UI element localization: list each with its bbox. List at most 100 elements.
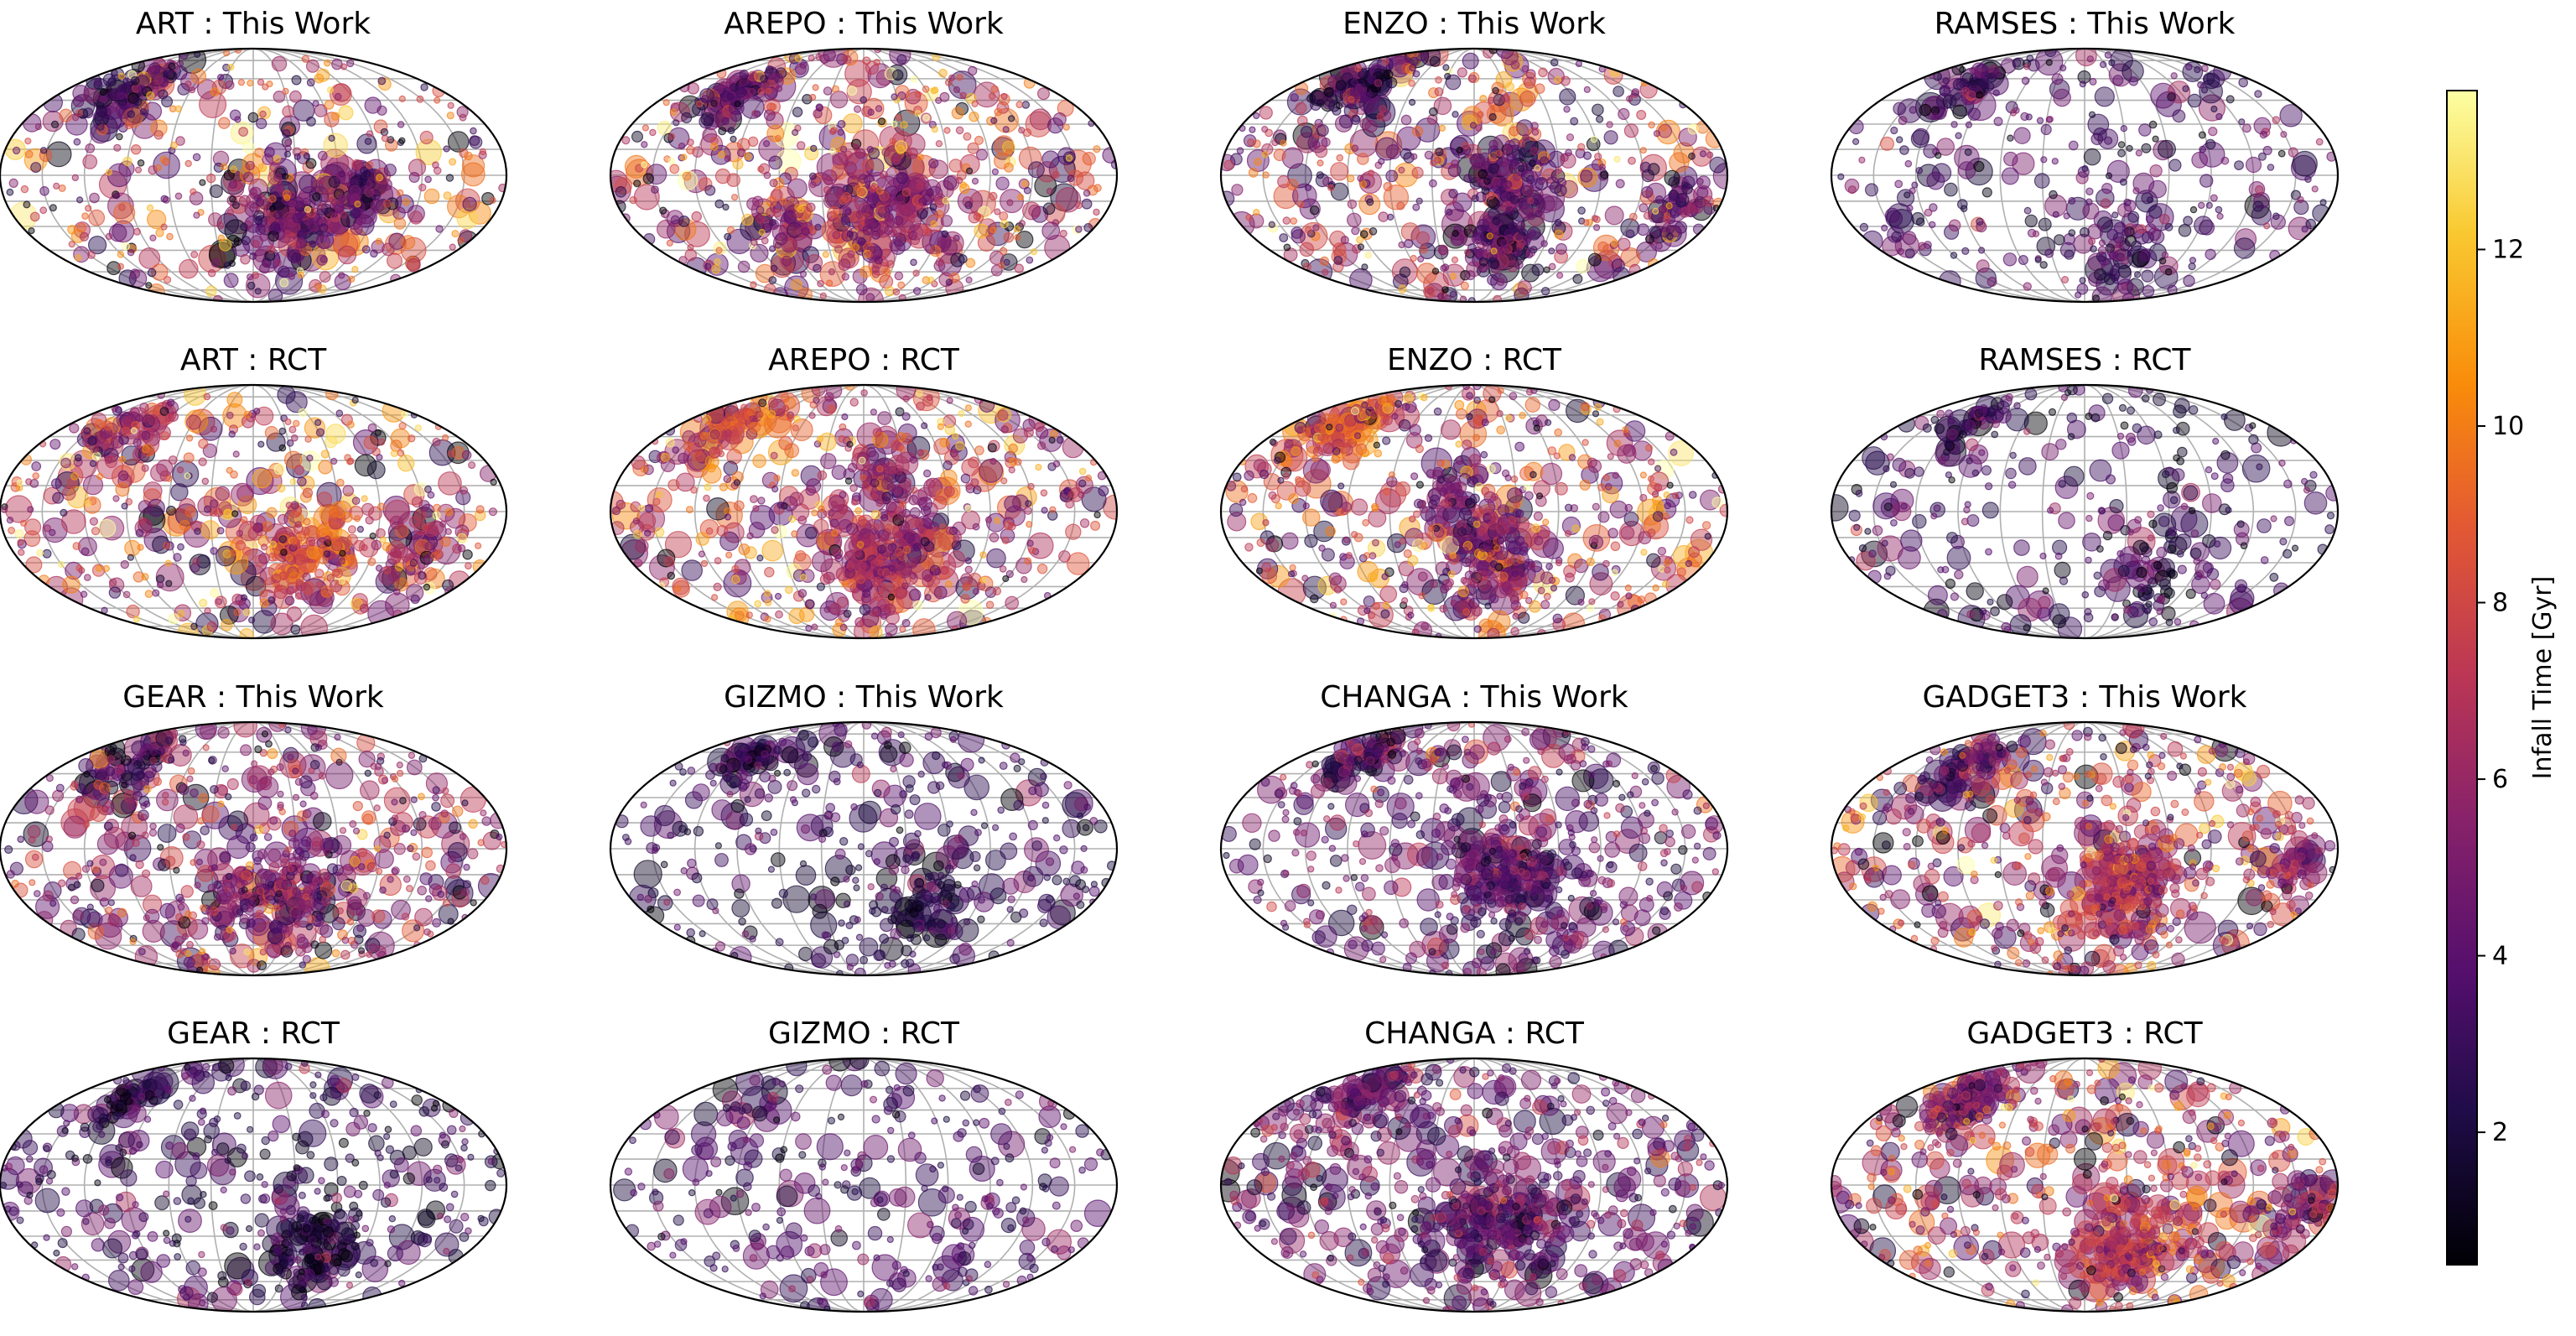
data-point <box>687 244 694 252</box>
data-point <box>965 167 974 174</box>
data-point <box>446 195 471 219</box>
data-point <box>1358 68 1369 80</box>
data-point <box>2105 243 2115 253</box>
data-point <box>315 428 325 437</box>
data-point <box>135 414 143 423</box>
data-point <box>879 170 889 179</box>
data-point <box>635 538 649 554</box>
data-point <box>828 268 836 276</box>
data-point <box>678 452 689 465</box>
data-point <box>1646 553 1661 569</box>
data-point <box>462 549 473 560</box>
data-point <box>992 586 1002 596</box>
data-point <box>418 539 425 548</box>
data-point <box>1433 96 1452 116</box>
data-point <box>893 216 904 226</box>
data-point <box>1478 257 1488 267</box>
data-point <box>909 507 921 518</box>
data-point <box>217 234 226 242</box>
data-point <box>1025 111 1052 138</box>
data-point <box>2139 249 2152 262</box>
data-point <box>2040 123 2052 136</box>
data-point <box>2012 58 2022 68</box>
data-point <box>470 127 477 135</box>
data-point <box>1483 177 1491 185</box>
data-point <box>16 479 23 486</box>
data-point <box>734 100 741 108</box>
data-point <box>1526 174 1535 185</box>
data-point <box>225 518 252 545</box>
data-point <box>1036 441 1046 450</box>
data-point <box>667 479 680 491</box>
data-point <box>1957 161 1976 179</box>
data-point <box>1017 194 1025 201</box>
data-point <box>929 203 937 211</box>
data-point <box>1701 521 1711 530</box>
data-point <box>43 486 61 505</box>
data-point <box>1377 395 1388 405</box>
data-point <box>1223 159 1234 170</box>
data-point <box>1343 439 1352 448</box>
data-point <box>1292 122 1320 150</box>
data-point <box>418 570 427 580</box>
data-point <box>823 193 839 210</box>
data-point <box>1322 268 1329 276</box>
data-point <box>846 579 857 589</box>
data-point <box>794 204 802 211</box>
data-point <box>309 240 317 248</box>
data-point <box>69 423 80 434</box>
data-point <box>334 92 342 101</box>
data-point <box>1067 491 1075 498</box>
data-point <box>1649 226 1662 239</box>
data-point <box>871 493 879 501</box>
data-point <box>761 539 783 562</box>
data-point <box>321 590 329 597</box>
data-point <box>2168 159 2182 172</box>
data-point <box>1486 579 1498 591</box>
data-point <box>344 556 358 570</box>
data-point <box>2101 183 2113 195</box>
data-point <box>724 513 732 521</box>
data-point <box>394 523 409 538</box>
data-point <box>859 604 871 616</box>
data-point <box>1261 562 1272 573</box>
data-point <box>2132 187 2140 195</box>
data-point <box>141 573 149 581</box>
data-point <box>166 398 175 407</box>
data-point <box>1492 216 1501 226</box>
data-point <box>827 509 835 517</box>
data-point <box>1314 144 1328 159</box>
data-point <box>704 421 714 431</box>
data-point <box>1459 295 1467 302</box>
map-outline <box>609 47 1119 304</box>
data-point <box>1382 487 1391 496</box>
data-point <box>1417 255 1425 263</box>
data-point <box>273 211 283 220</box>
data-point <box>809 93 817 101</box>
data-point <box>1445 578 1455 587</box>
data-point <box>2262 145 2272 156</box>
data-point <box>233 608 242 616</box>
data-point <box>168 455 178 465</box>
data-point <box>370 429 387 446</box>
data-point <box>336 478 345 487</box>
data-point <box>1540 240 1548 247</box>
data-point <box>1321 138 1331 148</box>
data-point <box>908 588 922 601</box>
data-point <box>945 278 953 286</box>
data-point <box>1400 114 1412 126</box>
data-point <box>1929 221 1936 229</box>
data-point <box>1434 86 1444 96</box>
data-point <box>143 488 162 507</box>
data-point <box>277 484 286 493</box>
data-point <box>301 527 310 536</box>
data-point <box>730 194 739 201</box>
data-point <box>714 557 722 564</box>
data-point <box>624 154 648 179</box>
data-point <box>1333 256 1343 265</box>
data-point <box>1510 60 1520 70</box>
data-point <box>680 153 688 161</box>
data-point <box>423 555 433 565</box>
data-point <box>184 159 192 168</box>
data-point <box>823 606 831 614</box>
